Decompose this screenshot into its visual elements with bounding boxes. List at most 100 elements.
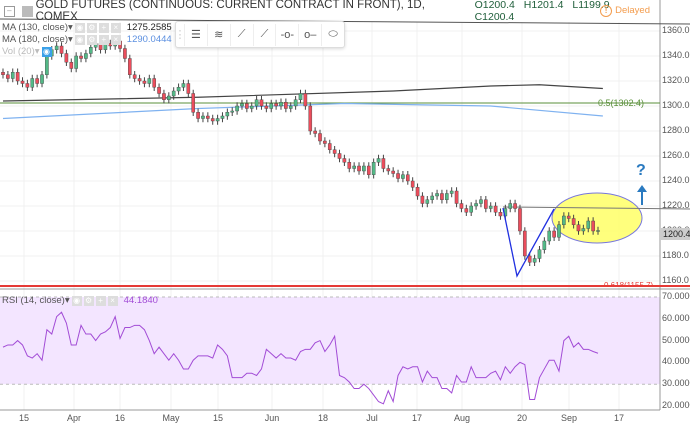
close-icon[interactable]: × [110,22,121,33]
candle [405,174,410,182]
candle [210,118,215,122]
candle [142,80,147,84]
price-tick: 1280.0 [662,125,690,135]
legend-vol[interactable]: Vol (20) ▾ ◉ [2,46,52,57]
ma180-line [2,102,603,120]
time-tick: 15 [212,413,224,423]
price-tick: 1220.0 [662,200,690,210]
info-icon: ! [600,5,613,17]
candle [562,215,566,225]
candle [342,158,347,163]
rsi-tick: 50.0000 [662,334,690,345]
candle [201,115,205,119]
candle [245,103,249,109]
candle [327,143,332,150]
collapse-icon[interactable]: – [4,5,15,17]
ma180-value: 1290.0444 [126,34,172,45]
time-tick: Apr [66,413,82,423]
candle [591,220,595,232]
candle [88,47,93,54]
candle [430,195,434,200]
candle [337,153,342,159]
candle [386,168,391,172]
candle [445,193,449,200]
symbol-title[interactable]: GOLD FUTURES (CONTINUOUS: CURRENT CONTRA… [35,0,425,23]
candle [264,105,269,109]
chart-header: – GOLD FUTURES (CONTINUOUS: CURRENT CONT… [0,0,660,23]
candle [196,112,200,119]
time-tick: 18 [317,413,329,423]
path-icon[interactable]: ≋ [208,23,231,46]
zigzag-drawing [502,207,555,278]
settings-icon[interactable]: ⚙ [83,295,94,306]
candle [498,212,503,217]
price-tick: 1240.0 [662,175,690,185]
visibility-icon[interactable]: ◉ [74,34,85,45]
legend-ma130[interactable]: MA (130, close) ▾ ◉ ⚙ + × 1275.2585 [2,22,172,33]
candle [15,72,20,82]
extended-line-icon[interactable]: o– [299,23,323,46]
settings-icon[interactable]: ⚙ [86,34,97,45]
candle [230,110,235,113]
candle [206,115,210,119]
candle [323,140,327,144]
ellipse-icon[interactable]: ⬭ [328,28,338,40]
rsi-tick: 20.0000 [662,400,690,410]
ohlc-values: O1200.4 H1201.4 L1199.9 C1200.4 [475,0,660,23]
candle [537,249,542,259]
candle [352,165,356,169]
hidden-icon[interactable]: ◉ [41,46,52,57]
candle [123,48,127,59]
candle [225,112,230,117]
candle [586,220,591,229]
price-tick: 1260.0 [662,150,690,160]
candle [557,224,561,238]
candle [215,118,220,122]
horizontal-ray-icon[interactable]: -o- [276,23,300,46]
drag-handle-icon[interactable]: ⋮ [175,23,186,46]
ellipse-drawing [551,192,643,244]
candle [128,58,132,75]
more-icon[interactable]: + [95,295,106,306]
candle [157,87,161,94]
close-icon[interactable]: × [107,295,118,306]
candle [303,93,308,107]
candle [162,93,166,100]
legend-ma180[interactable]: MA (180, close) ▾ ◉ ⚙ + × 1290.0444 [2,34,172,45]
up-arrow-head-icon [637,185,647,192]
candle [332,149,337,154]
delayed-badge[interactable]: ! Delayed [600,5,650,17]
candle [64,53,69,63]
candle [186,83,191,94]
time-tick: Aug [453,413,471,423]
current-price-label: 1200.4 [661,228,690,240]
candle [191,93,196,113]
more-icon[interactable]: + [98,34,109,45]
visibility-icon[interactable]: ◉ [74,22,85,33]
candle [59,45,64,54]
candle [288,105,293,109]
candle [435,193,439,197]
candle [69,62,74,69]
candle [440,193,444,200]
ray-icon[interactable]: ⟋ [254,23,277,46]
question-mark-annotation[interactable]: ? [636,162,646,179]
candle [396,173,400,179]
more-icon[interactable]: + [98,22,109,33]
rsi-tick: 30.0000 [662,378,690,389]
parallel-lines-icon[interactable]: ☰ [185,23,208,46]
visibility-icon[interactable]: ◉ [71,295,82,306]
candle [284,102,288,109]
price-tick: 1340.0 [662,50,690,60]
candle [40,74,44,84]
candle [596,230,600,232]
candle [20,80,25,84]
time-tick: 17 [613,413,625,423]
candle [449,190,454,194]
legend-rsi[interactable]: RSI (14, close) ▾ ◉ ⚙ + × 44.1840 [2,295,158,306]
settings-icon[interactable]: ⚙ [86,22,97,33]
candle [171,90,176,97]
segment-icon[interactable]: ⟋ [231,23,254,46]
close-icon[interactable]: × [110,34,121,45]
